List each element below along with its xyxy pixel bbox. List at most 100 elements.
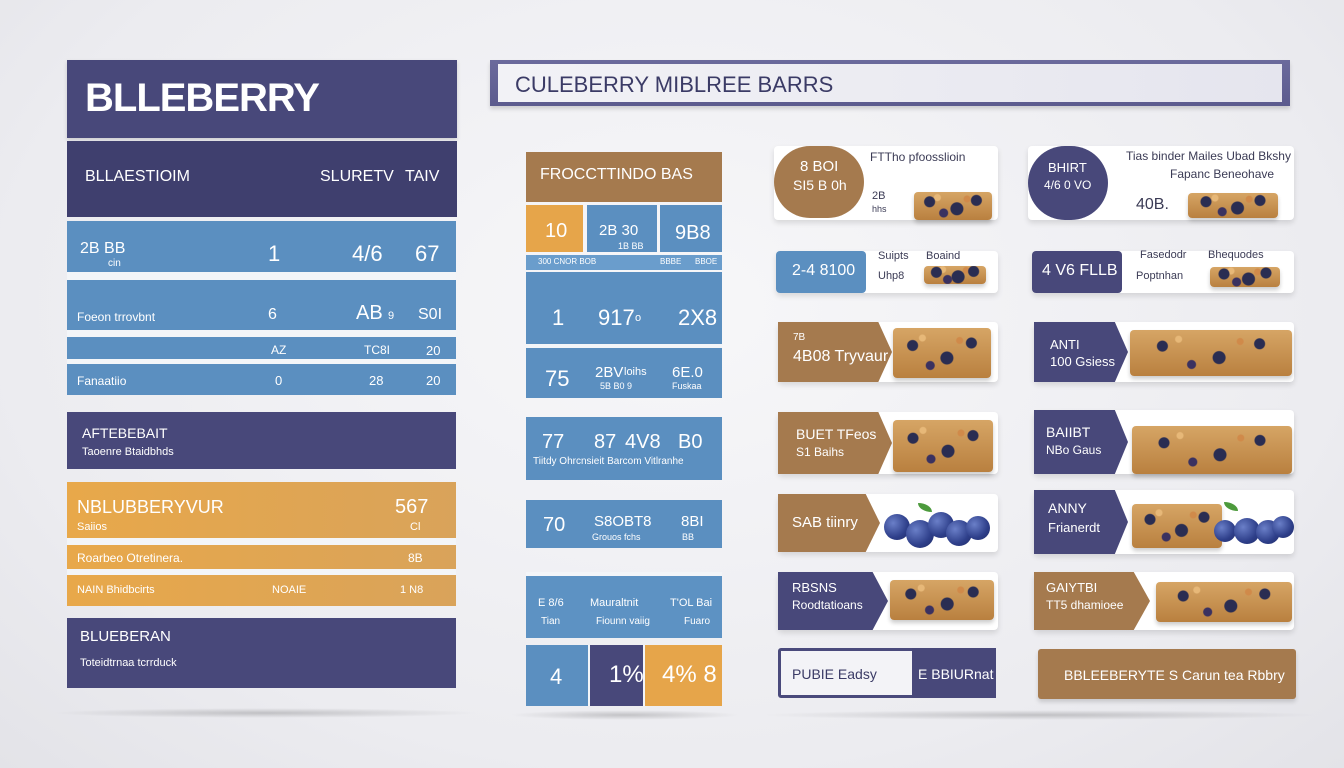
left-navy-box-1 (67, 412, 456, 469)
table-row-3-c3: 20 (426, 343, 441, 358)
left-blue-table (67, 221, 456, 395)
gold-box-row1-label: Roarbeo Otretinera. (77, 551, 184, 565)
card-6-line2: 100 Gsiess (1050, 354, 1116, 369)
middle-box4-s2: Fiounn vaiig (596, 616, 650, 627)
middle-row-3 (526, 348, 722, 398)
table-row-2-c1: 6 (268, 306, 277, 323)
middle-row3-c3b: Fuskaa (672, 381, 702, 391)
card-8-line1: BAIIBT (1046, 424, 1091, 440)
middle-header-title: FROCCTTINDO BAS (540, 166, 693, 183)
middle-box2-caption: Tiitdy Ohrcnsieit Barcom Vitlranhe (533, 456, 684, 467)
card-3-c2: Boaind (926, 250, 961, 262)
middle-row2-c2b: o (635, 312, 642, 324)
middle-top-cell-3 (660, 205, 722, 252)
middle-box2-n1: 77 (542, 431, 565, 453)
middle-box2-n2: 87 (594, 431, 617, 453)
price-pill-2-bottom: 4/6 0 VO (1044, 178, 1092, 192)
card-8-line2: NBo Gaus (1046, 443, 1102, 457)
card-4-box-text: 4 V6 FLLB (1042, 262, 1118, 279)
card-4-c1: Fasedodr (1140, 249, 1187, 261)
middle-box5-a (526, 645, 588, 706)
table-row-1-c1: 1 (268, 241, 281, 266)
card-3-c1: Suipts (878, 250, 909, 262)
card-4-c2: Bhequodes (1208, 249, 1264, 261)
table-row-4-c1: 0 (275, 373, 283, 388)
middle-box3-n2b: T8 (634, 513, 652, 530)
table-row-1-c3: 67 (415, 241, 440, 266)
left-subheader (67, 141, 457, 217)
gold-box-num: 567 (395, 496, 429, 518)
table-row-2-c3: S0I (418, 306, 443, 323)
middle-box3-n3: 8BI (681, 513, 704, 530)
divider (67, 538, 456, 545)
granola-bar-image (1132, 504, 1222, 548)
card-7-tag (778, 412, 892, 474)
middle-box2-n4: B0 (678, 431, 703, 453)
middle-top-gold-value: 10 (545, 220, 568, 242)
card-3-box-text: 2-4 8100 (792, 262, 856, 279)
leaf-icon (1224, 502, 1238, 511)
card-10-line2: Frianerdt (1048, 520, 1101, 535)
middle-row3-c2: 2BV (595, 364, 624, 381)
gold-box-row2-mid: NOAIE (272, 584, 307, 596)
left-subheader-col3: TAIV (405, 168, 440, 185)
card-11-line2: Roodtatioans (792, 598, 863, 612)
middle-top-cell-2 (587, 205, 657, 252)
left-navy-box-2-subtitle: Toteidtrnaa tcrrduck (80, 657, 177, 669)
gold-box-title: NBLUBBERYVUR (77, 497, 224, 517)
middle-box5-a-text: 4 (550, 664, 563, 689)
table-row-1-sublabel: cin (108, 258, 121, 269)
card-7-line1: BUET TFeos (796, 426, 877, 442)
table-row-4-c3: 20 (426, 373, 441, 388)
middle-box4-h1: E 8/6 (538, 597, 564, 609)
footer-right-button[interactable] (1038, 649, 1296, 699)
middle-box4-s3: Fuaro (684, 616, 711, 627)
middle-strip-1: 300 CNOR BOB (538, 257, 597, 266)
divider (67, 330, 456, 337)
middle-row3-c2c: 5B B0 9 (600, 381, 633, 391)
gold-box-row1-val: 8B (408, 551, 423, 565)
card-8-tag (1034, 410, 1128, 474)
footer-left-label-right: E BBIURnat (918, 666, 994, 682)
gold-box-row2-label: NAIN Bhidbcirts (77, 584, 155, 596)
blueberry-icon (966, 516, 990, 540)
middle-box5-c-text: 4% 8 (662, 661, 717, 688)
middle-box3-n1: 70 (543, 514, 566, 536)
middle-box5-b-text: 1% (609, 661, 644, 688)
divider (67, 569, 456, 575)
card-5-tag (778, 322, 892, 382)
divider (526, 344, 722, 348)
middle-strip-2: BBBE (660, 257, 682, 266)
card-6-tag (1034, 322, 1128, 382)
middle-row3-c2b: loihs (624, 366, 647, 378)
middle-top-c2: 2B 30 (599, 222, 639, 239)
granola-bar-image (924, 266, 986, 284)
panel-shadow (510, 710, 740, 720)
granola-bar-image (914, 192, 992, 220)
granola-bar-image (1188, 193, 1278, 218)
middle-top-c3: 9B8 (675, 222, 711, 244)
card-1-caption: FTTho pfoosslioin (870, 150, 966, 164)
left-subheader-col1: BLLAESTIOIM (85, 168, 190, 185)
price-pill-2-top: BHIRT (1048, 160, 1087, 175)
table-row-2-label: Foeon trrovbnt (77, 310, 156, 324)
middle-row2-c1: 1 (552, 305, 565, 330)
middle-strip (526, 255, 722, 270)
divider (67, 359, 456, 364)
card-12-line1: GAIYTBI (1046, 580, 1098, 595)
card-2-num: 40B. (1136, 196, 1169, 213)
card-12-line2: TT5 dhamioee (1046, 598, 1124, 612)
middle-box4-s1: Tian (541, 616, 561, 627)
middle-box-3 (526, 500, 722, 548)
card-9-tag (778, 494, 880, 552)
left-navy-box-1-title: AFTEBEBAIT (82, 425, 168, 441)
table-row-3-c2: TC8I (364, 343, 391, 357)
card-10-line1: ANNY (1048, 500, 1087, 516)
footer-right-label: BBLEEBERYTE S Carun tea Rbbry (1064, 667, 1285, 683)
card-11-line1: RBSNS (792, 580, 837, 595)
right-title: CULEBERRY MIBLREE BARRS (515, 72, 834, 97)
gold-box-row2-val: 1 N8 (400, 584, 424, 596)
table-row-3-c1: AZ (271, 343, 287, 357)
footer-left-accent (912, 648, 996, 698)
table-row-2-c2: AB (356, 302, 383, 324)
